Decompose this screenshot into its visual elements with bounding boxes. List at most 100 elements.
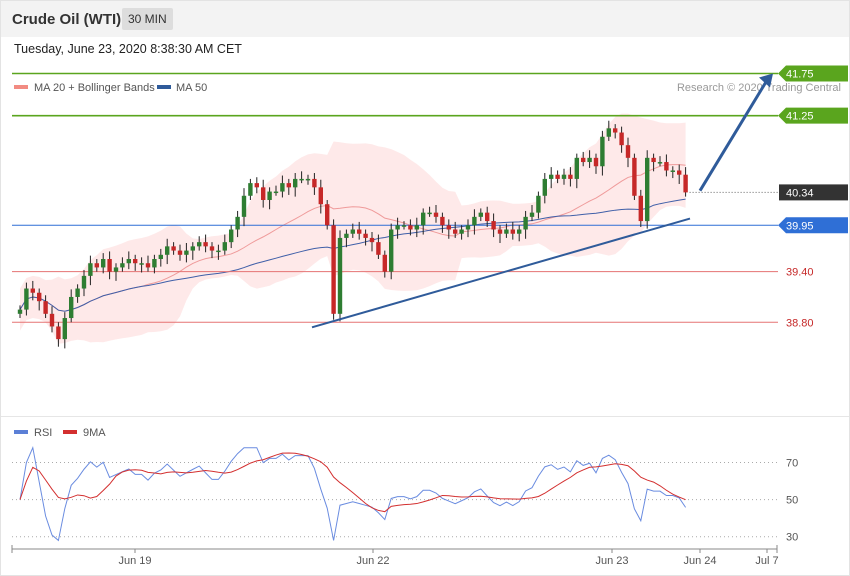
instrument-title: Crude Oil (WTI) — [12, 11, 122, 28]
rsi-tick-label: 30 — [786, 532, 798, 544]
level-label: 39.40 — [786, 267, 814, 279]
legend-swatch-rsi-ma — [63, 430, 77, 434]
candle — [318, 187, 323, 205]
candle — [37, 292, 42, 302]
candle — [325, 204, 330, 226]
candle — [101, 259, 106, 268]
candle — [197, 242, 202, 247]
candle — [568, 174, 573, 179]
candle — [408, 225, 413, 230]
x-tick-label: Jun 23 — [595, 555, 628, 567]
candle — [133, 259, 138, 264]
candle — [369, 237, 375, 243]
candle — [529, 212, 535, 217]
candle — [363, 233, 368, 238]
forecast-arrow — [698, 81, 768, 192]
candle — [62, 318, 67, 340]
level-label: 38.80 — [786, 317, 814, 329]
legend-ma50-label: MA 50 — [176, 82, 207, 94]
candle — [613, 128, 618, 133]
candle — [472, 216, 477, 226]
rsi-tick-label: 70 — [786, 458, 798, 470]
candle — [382, 254, 387, 272]
candle — [517, 229, 522, 234]
candle — [113, 267, 119, 272]
candle — [683, 174, 688, 193]
candle — [606, 128, 611, 137]
candle — [561, 174, 567, 179]
candle — [542, 178, 547, 196]
legend-swatch-rsi — [14, 430, 28, 434]
candle — [376, 242, 381, 255]
candle — [126, 259, 131, 264]
candle — [184, 250, 189, 255]
candle — [433, 212, 439, 217]
candle — [299, 178, 304, 181]
candle — [555, 174, 560, 179]
candle — [625, 145, 631, 158]
candle — [593, 157, 599, 167]
candle — [670, 170, 675, 172]
candle — [389, 229, 394, 272]
candle — [69, 296, 74, 319]
candle — [645, 157, 650, 222]
candle — [549, 174, 554, 179]
candle — [171, 246, 176, 251]
candle — [440, 216, 445, 226]
candle — [254, 183, 259, 188]
candle — [203, 242, 208, 247]
candle — [491, 221, 496, 230]
rsi-ma-legend-label: 9MA — [83, 427, 106, 439]
candle — [222, 242, 227, 251]
candle — [619, 132, 624, 146]
source-credit: Research © 2020 Trading Central — [677, 82, 841, 94]
candle — [190, 246, 195, 251]
candle — [510, 229, 515, 234]
panel-divider — [1, 416, 849, 417]
candle — [581, 157, 586, 163]
level-label: 39.95 — [786, 220, 814, 232]
candle — [152, 259, 157, 268]
rsi-tick-label: 50 — [786, 495, 798, 507]
timeframe-button[interactable]: 30 MIN — [122, 8, 173, 30]
candle — [165, 246, 170, 255]
level-tag — [778, 217, 848, 234]
rsi-line — [19, 446, 687, 542]
trend-line — [311, 217, 691, 329]
candle — [401, 225, 407, 227]
candle — [94, 263, 99, 268]
candle — [465, 225, 471, 230]
candle — [261, 187, 266, 200]
candle — [286, 183, 291, 188]
candle — [427, 212, 432, 215]
x-tick-label: Jun 19 — [118, 555, 151, 567]
candle — [229, 229, 234, 243]
candle — [421, 212, 426, 226]
candle — [350, 229, 355, 234]
candle — [600, 136, 605, 167]
candle — [677, 170, 682, 175]
candle — [88, 263, 93, 276]
candle — [638, 195, 643, 222]
candle — [216, 250, 221, 253]
candle — [280, 183, 285, 192]
ma50-line — [19, 198, 686, 312]
forecast-arrowhead — [759, 73, 773, 88]
candle — [459, 229, 464, 234]
candle — [17, 309, 23, 314]
level-label: 41.25 — [786, 111, 814, 123]
candle — [632, 157, 637, 196]
candle — [657, 162, 663, 164]
candle — [337, 237, 343, 314]
candle — [120, 263, 125, 268]
candle — [651, 157, 656, 163]
candle — [209, 246, 215, 251]
candle — [574, 157, 579, 179]
x-tick-label: Jul 7 — [755, 555, 778, 567]
candle — [24, 288, 29, 310]
rsi-legend-label: RSI — [34, 427, 52, 439]
candle — [357, 229, 362, 234]
rsi-ma-line — [19, 452, 686, 513]
candle — [497, 229, 503, 234]
